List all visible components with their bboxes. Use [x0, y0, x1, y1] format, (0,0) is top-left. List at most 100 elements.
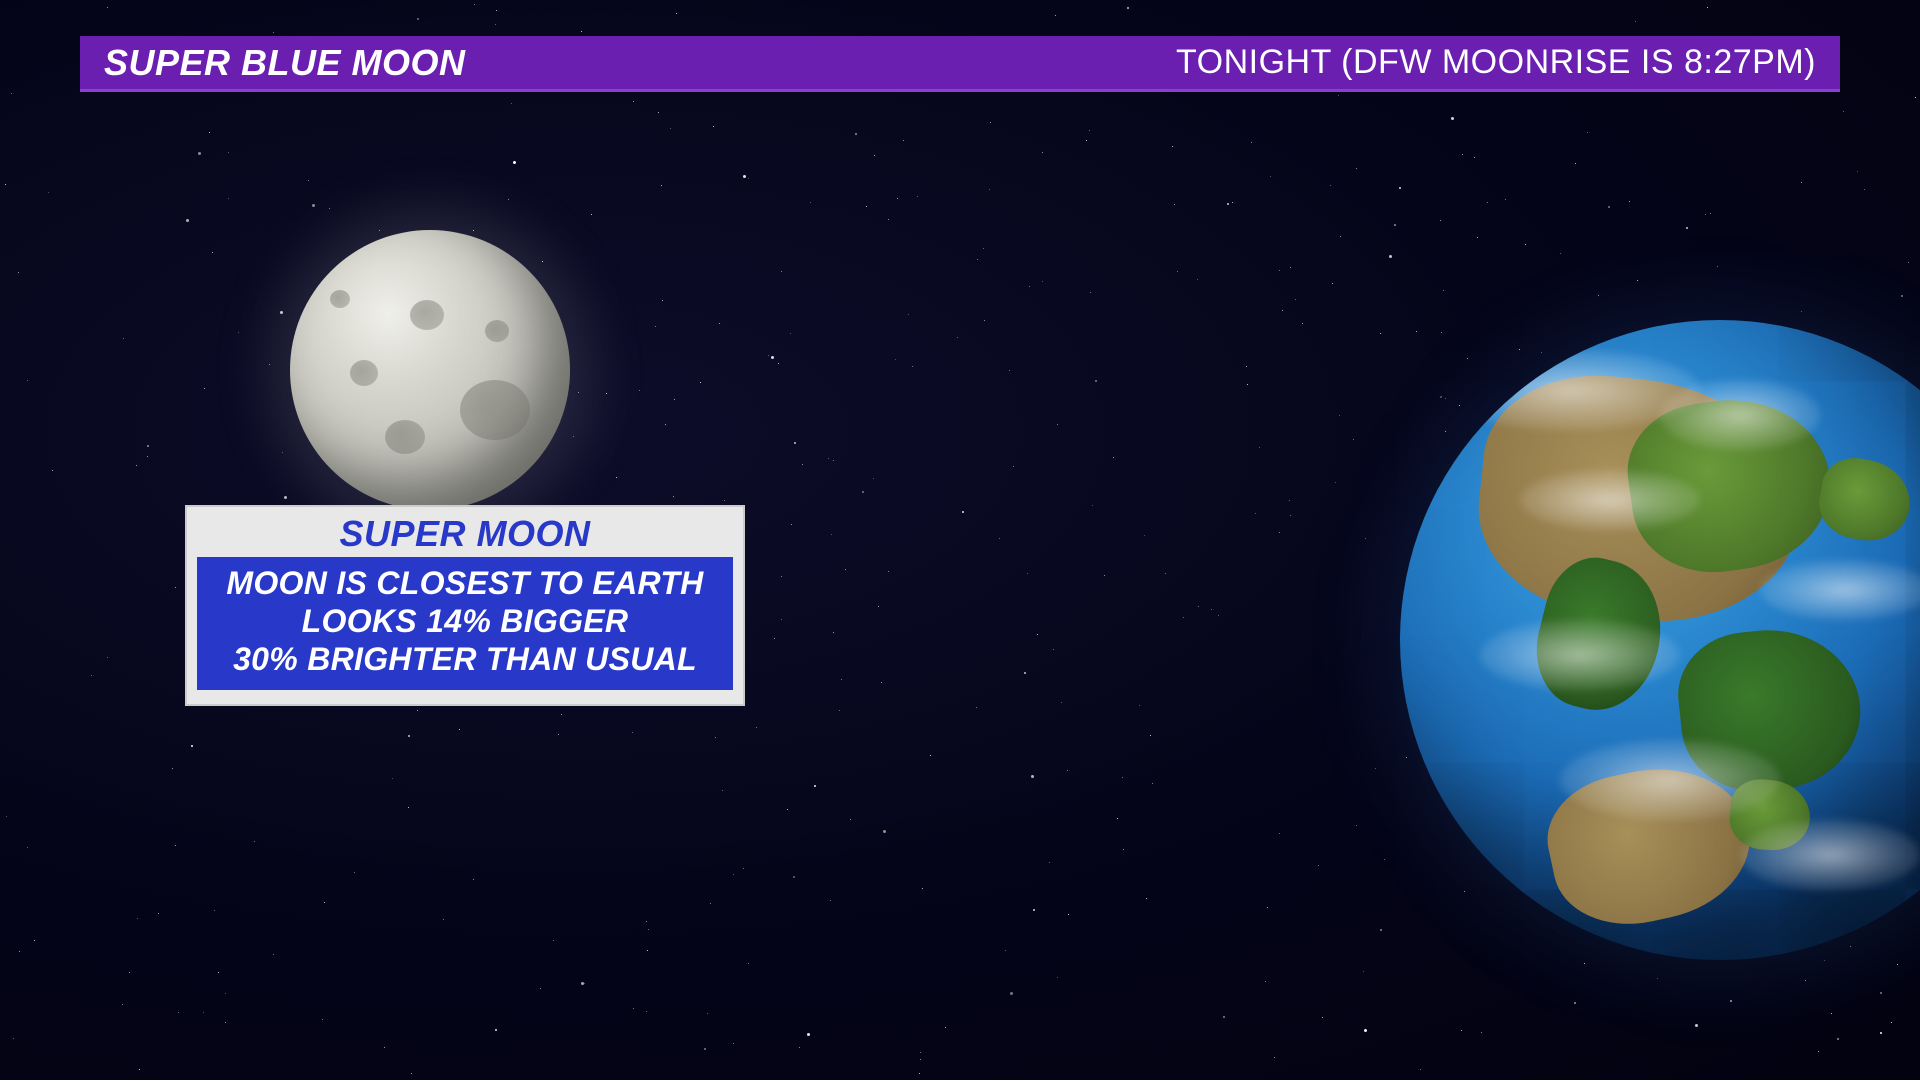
star [1010, 992, 1013, 995]
star [52, 470, 53, 471]
star [945, 1027, 946, 1028]
star [1090, 292, 1091, 293]
star [496, 10, 497, 11]
star [1575, 163, 1576, 164]
star [209, 132, 210, 133]
star [11, 93, 12, 94]
star [1464, 891, 1465, 892]
star [212, 252, 213, 253]
star [873, 478, 874, 479]
star [833, 632, 834, 633]
star [874, 155, 875, 156]
earth-cloud [1660, 380, 1820, 450]
star [225, 993, 226, 994]
star [1031, 775, 1034, 778]
star [1092, 505, 1093, 506]
star [743, 868, 744, 869]
star [13, 1038, 14, 1039]
star [1068, 914, 1069, 915]
star [1289, 500, 1290, 501]
star [27, 380, 28, 381]
star [561, 714, 562, 715]
star [1416, 331, 1417, 332]
star [1560, 253, 1561, 254]
star [639, 390, 640, 391]
star [661, 185, 662, 186]
star [977, 259, 978, 260]
header-title: SUPER BLUE MOON [104, 42, 466, 84]
star [984, 320, 985, 321]
star [774, 638, 775, 639]
star [308, 180, 309, 181]
star [578, 392, 579, 393]
star [983, 248, 984, 249]
star [269, 364, 270, 365]
star [831, 534, 832, 535]
star [1462, 154, 1463, 155]
star [1055, 15, 1056, 16]
star [778, 363, 779, 364]
star [1198, 606, 1199, 607]
star [828, 458, 829, 459]
star [1042, 281, 1043, 282]
star [1686, 227, 1688, 229]
star [707, 1013, 708, 1014]
star [1279, 532, 1280, 533]
star [228, 198, 229, 199]
star [1880, 1032, 1882, 1034]
star [1274, 1057, 1275, 1058]
star [888, 571, 889, 572]
star [1525, 244, 1526, 245]
star [883, 830, 886, 833]
star [999, 538, 1000, 539]
star [1584, 963, 1585, 964]
moon-crater [350, 360, 378, 386]
header-subtitle: TONIGHT (DFW MOONRISE IS 8:27PM) [1176, 43, 1816, 82]
star [1251, 142, 1252, 143]
star [919, 1073, 920, 1074]
star [1339, 415, 1340, 416]
star [810, 202, 811, 203]
star [1451, 117, 1454, 120]
star [616, 477, 617, 478]
star [1295, 299, 1296, 300]
star [191, 745, 193, 747]
star [724, 500, 725, 501]
star [408, 807, 409, 808]
star [573, 436, 574, 437]
star [1481, 1032, 1482, 1033]
star [6, 816, 7, 817]
star [1005, 950, 1006, 951]
star [839, 710, 840, 711]
star [1095, 380, 1097, 382]
star [158, 913, 159, 914]
info-box: SUPER MOON MOON IS CLOSEST TO EARTHLOOKS… [185, 505, 745, 706]
star [1474, 157, 1475, 158]
star [324, 902, 325, 903]
star [1340, 236, 1341, 237]
star [1172, 146, 1173, 147]
earth-cloud [1760, 560, 1920, 620]
star [473, 879, 474, 880]
star [1211, 609, 1212, 610]
star [781, 619, 782, 620]
star [1487, 202, 1488, 203]
star [1705, 214, 1706, 215]
star [1901, 295, 1903, 297]
star [1009, 370, 1010, 371]
star [930, 755, 931, 756]
star [1406, 757, 1407, 758]
star [647, 950, 648, 951]
star [1805, 980, 1806, 981]
star [1399, 187, 1401, 189]
star [508, 199, 509, 200]
earth-cloud [1520, 470, 1700, 530]
star [633, 101, 634, 102]
star [1029, 286, 1030, 287]
earth-landmass [1814, 453, 1917, 547]
star [411, 1073, 412, 1074]
star [354, 872, 355, 873]
star [136, 465, 137, 466]
moon-crater [385, 420, 425, 454]
star [1265, 981, 1266, 982]
